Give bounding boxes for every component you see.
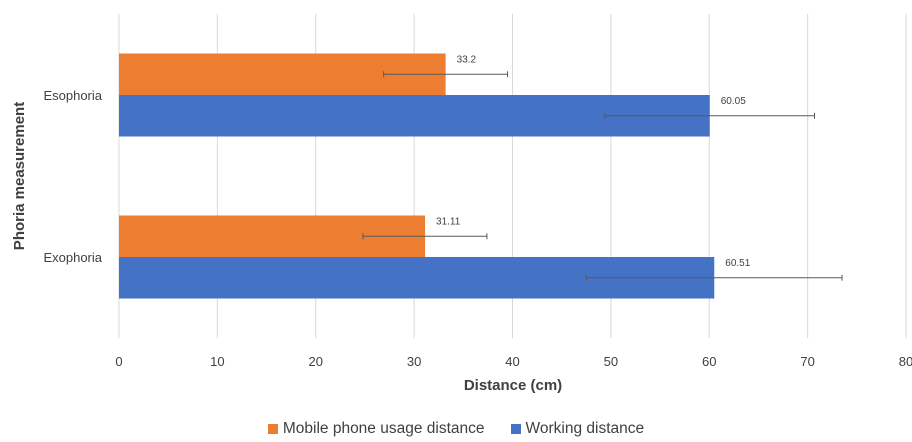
legend: Mobile phone usage distance Working dist… <box>0 420 912 438</box>
x-tick-label: 10 <box>210 354 224 369</box>
category-label: Exophoria <box>43 250 102 265</box>
x-tick-label: 0 <box>115 354 122 369</box>
legend-item-mobile: Mobile phone usage distance <box>267 420 485 438</box>
y-axis-title: Phoria measurement <box>11 102 28 250</box>
x-tick-label: 50 <box>604 354 618 369</box>
legend-label-working: Working distance <box>525 420 645 437</box>
data-labels: 33.2 60.05 31.11 60.51 <box>436 55 751 270</box>
legend-swatch-mobile <box>267 424 278 434</box>
category-labels: Esophoria Exophoria <box>43 88 102 265</box>
x-tick-label: 70 <box>800 354 814 369</box>
data-label: 33.2 <box>457 55 477 66</box>
x-tick-label: 20 <box>309 354 323 369</box>
legend-swatch-working <box>510 424 521 434</box>
data-label: 60.05 <box>721 96 746 107</box>
bars <box>119 53 715 299</box>
x-axis-title: Distance (cm) <box>464 377 562 394</box>
x-tick-label: 30 <box>407 354 421 369</box>
data-label: 60.51 <box>725 258 750 269</box>
legend-item-working: Working distance <box>510 420 645 438</box>
data-label: 31.11 <box>436 217 461 228</box>
category-label: Esophoria <box>43 88 102 103</box>
x-tick-labels: 0 10 20 30 40 50 60 70 80 <box>115 354 912 369</box>
x-tick-label: 60 <box>702 354 716 369</box>
x-tick-label: 40 <box>505 354 519 369</box>
x-tick-label: 80 <box>899 354 912 369</box>
error-bars <box>362 71 843 281</box>
legend-label-mobile: Mobile phone usage distance <box>282 420 485 437</box>
